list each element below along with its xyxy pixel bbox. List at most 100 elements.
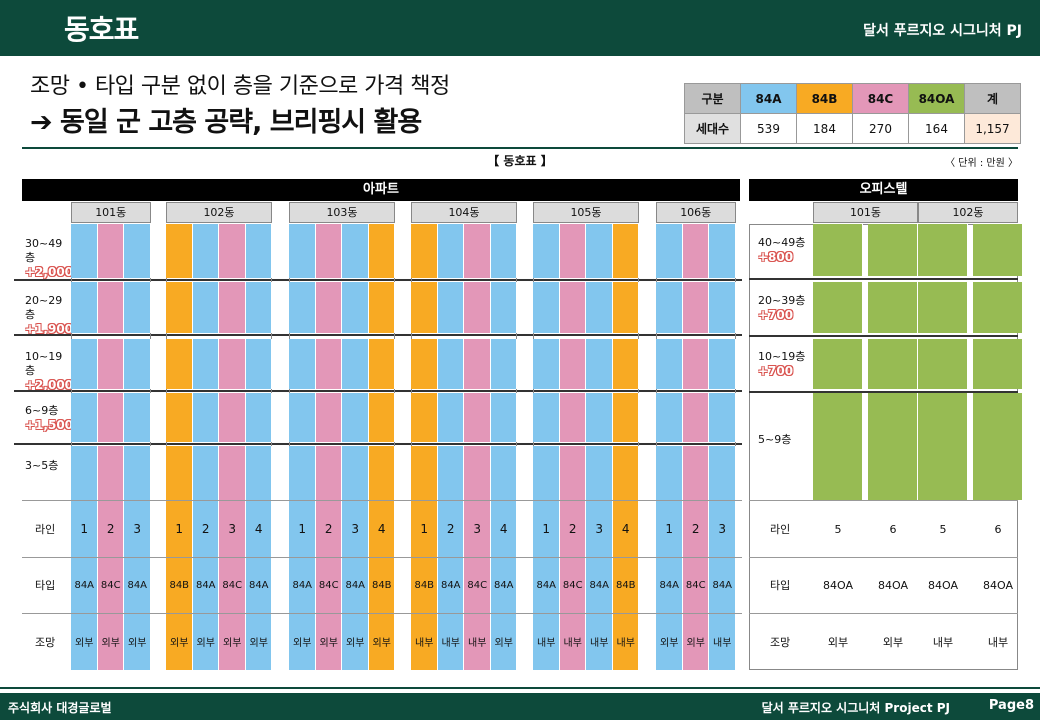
unit-row-cell bbox=[656, 501, 683, 557]
officetel-floor-label: 40~49층 +800 bbox=[758, 236, 812, 265]
unit-cell bbox=[586, 393, 613, 442]
officetel-unit-view: 내부 bbox=[932, 635, 954, 649]
unit-line: 4 bbox=[499, 522, 508, 536]
unit-cell bbox=[166, 393, 193, 442]
unit-row-cell bbox=[97, 501, 124, 557]
unit-cell bbox=[219, 282, 246, 333]
unit-cell bbox=[682, 224, 709, 278]
unit-cell bbox=[612, 224, 639, 278]
unit-row-cell bbox=[612, 501, 639, 557]
band-separator bbox=[14, 390, 742, 392]
floor-price-badge: +2,000 bbox=[25, 378, 74, 392]
unit-line: 1 bbox=[80, 522, 89, 536]
unit-view: 외부 bbox=[196, 638, 215, 649]
unit-row-cell bbox=[192, 557, 219, 613]
unit-label: 〈 단위 : 만원 〉 bbox=[945, 158, 1018, 169]
floor-label-text: 10~19층 bbox=[758, 350, 806, 363]
band-separator bbox=[749, 391, 1018, 393]
officetel-unit-view: 내부 bbox=[987, 635, 1009, 649]
unit-cell bbox=[124, 339, 151, 389]
unit-cell bbox=[464, 339, 491, 389]
unit-type: 84A bbox=[195, 579, 216, 591]
unit-cell bbox=[656, 339, 683, 389]
unit-cell bbox=[166, 224, 193, 278]
footer-project: 달서 푸르지오 시그니처 Project PJ bbox=[761, 701, 950, 715]
unit-line: 2 bbox=[324, 522, 333, 536]
unit-cell bbox=[682, 282, 709, 333]
unit-cell bbox=[315, 393, 342, 442]
unit-cell bbox=[289, 224, 316, 278]
officetel-floor-label: 20~39층 +700 bbox=[758, 294, 812, 323]
unit-row-cell bbox=[464, 613, 491, 670]
building-header: 103동 bbox=[289, 202, 395, 223]
unit-view: 내부 bbox=[415, 638, 434, 649]
unit-cell bbox=[656, 282, 683, 333]
unit-row-cell bbox=[315, 613, 342, 670]
unit-cell bbox=[559, 282, 586, 333]
unit-row-cell bbox=[166, 557, 193, 613]
unit-cell bbox=[342, 282, 369, 333]
unit-cell bbox=[464, 393, 491, 442]
row-separator bbox=[749, 500, 1018, 501]
unit-cell bbox=[411, 282, 438, 333]
unit-cell bbox=[464, 282, 491, 333]
summary-data-cell: 184 bbox=[796, 113, 853, 144]
floor-label: 6~9층 +1,500 bbox=[25, 404, 73, 433]
unit-cell bbox=[656, 224, 683, 278]
unit-cell bbox=[124, 282, 151, 333]
row-label-view: 조망 bbox=[35, 635, 56, 649]
unit-type: 84A bbox=[536, 579, 557, 591]
unit-row-cell bbox=[464, 501, 491, 557]
unit-cell bbox=[490, 282, 517, 333]
unit-type: 84A bbox=[589, 579, 610, 591]
unit-row-cell bbox=[533, 501, 560, 557]
unit-cell bbox=[612, 446, 639, 500]
officetel-building-header: 102동 bbox=[918, 202, 1018, 223]
unit-cell bbox=[533, 224, 560, 278]
unit-cell bbox=[368, 446, 395, 500]
unit-cell bbox=[71, 446, 98, 500]
unit-cell bbox=[612, 282, 639, 333]
unit-row-cell bbox=[490, 501, 517, 557]
unit-cell bbox=[533, 282, 560, 333]
summary-header-row: 구분 84A 84B 84C 84OA 계 bbox=[684, 83, 1021, 114]
unit-row-cell bbox=[219, 501, 246, 557]
unit-row-cell bbox=[124, 501, 151, 557]
officetel-unit-cell bbox=[813, 282, 863, 333]
unit-row-cell bbox=[289, 613, 316, 670]
unit-cell bbox=[368, 282, 395, 333]
unit-cell bbox=[315, 224, 342, 278]
unit-type: 84A bbox=[74, 579, 95, 591]
unit-type: 84A bbox=[493, 579, 514, 591]
row-label-type: 타입 bbox=[35, 579, 56, 592]
header-bar: 동호표 달서 푸르지오 시그니처 PJ bbox=[0, 0, 1040, 56]
unit-row-cell bbox=[559, 557, 586, 613]
officetel-row-label-line: 라인 bbox=[770, 523, 791, 536]
unit-cell bbox=[559, 224, 586, 278]
floor-label-text: 40~49층 bbox=[758, 236, 806, 249]
unit-cell bbox=[342, 224, 369, 278]
unit-view: 내부 bbox=[441, 638, 460, 649]
officetel-row-label-type: 타입 bbox=[770, 579, 791, 592]
summary-data-cell: 539 bbox=[740, 113, 797, 144]
building-header: 102동 bbox=[166, 202, 272, 223]
unit-row-cell bbox=[289, 557, 316, 613]
band-separator bbox=[14, 443, 742, 445]
unit-cell bbox=[342, 446, 369, 500]
row-separator bbox=[22, 613, 742, 614]
unit-cell bbox=[219, 224, 246, 278]
unit-row-cell bbox=[71, 501, 98, 557]
unit-view: 외부 bbox=[101, 638, 120, 649]
unit-cell bbox=[124, 224, 151, 278]
unit-cell bbox=[192, 393, 219, 442]
unit-cell bbox=[559, 339, 586, 389]
unit-type: 84B bbox=[414, 579, 435, 591]
officetel-unit-cell bbox=[813, 393, 863, 500]
unit-view: 내부 bbox=[563, 638, 582, 649]
unit-row-cell bbox=[709, 557, 736, 613]
unit-view: 외부 bbox=[223, 638, 242, 649]
divider bbox=[22, 147, 1018, 149]
unit-row-cell bbox=[124, 557, 151, 613]
apartment-section-header: 아파트 bbox=[22, 179, 740, 201]
unit-row-cell bbox=[656, 613, 683, 670]
